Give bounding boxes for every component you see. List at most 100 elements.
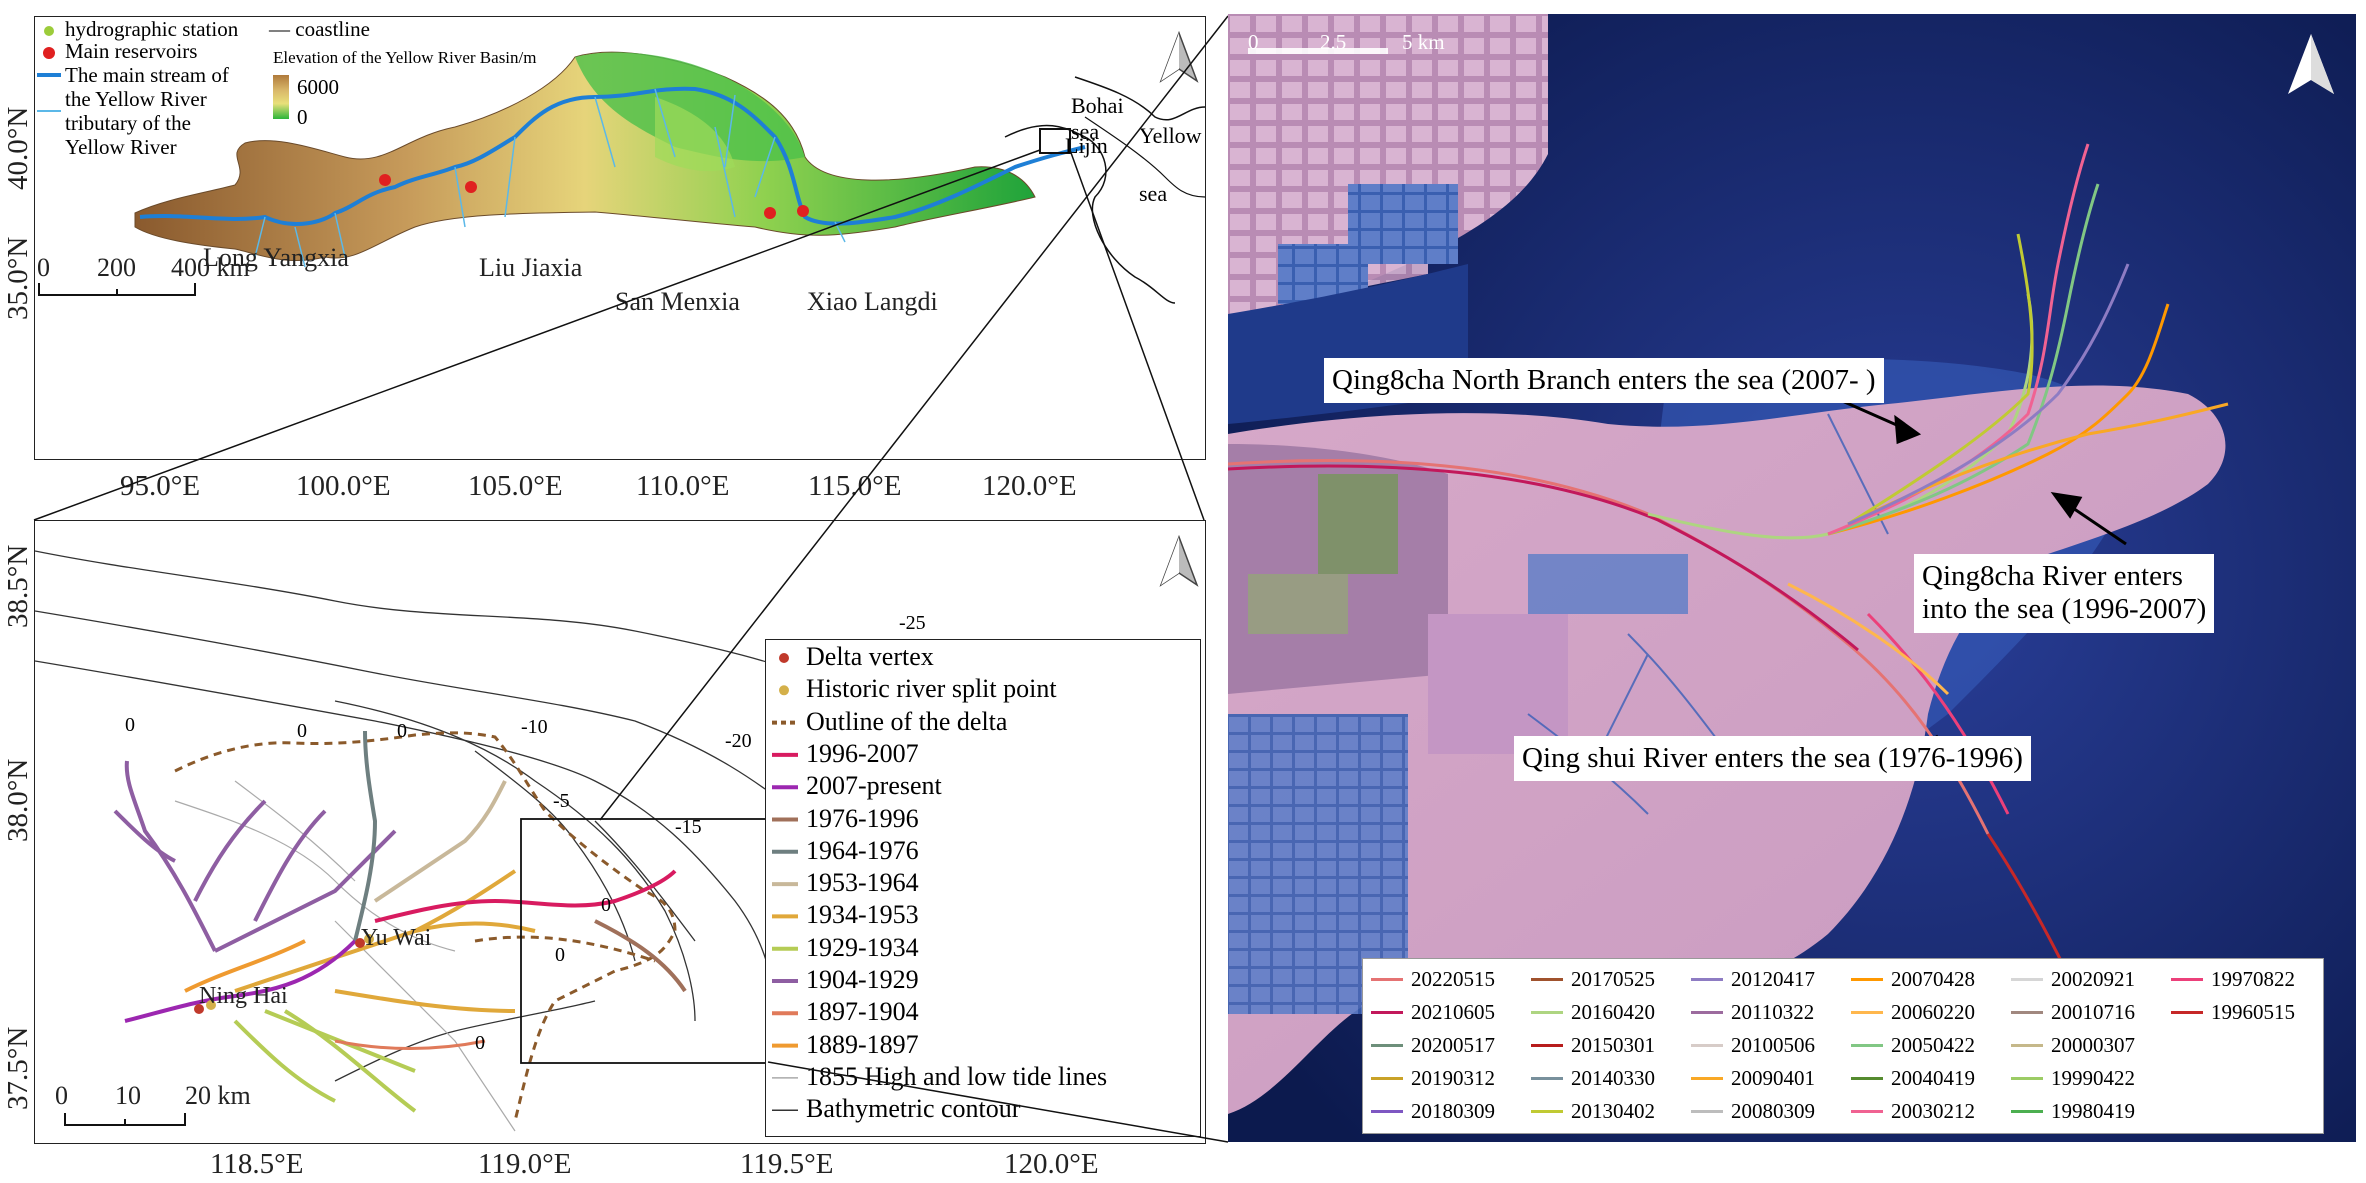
channel-1964-1976 <box>353 730 378 942</box>
satellite-legend-swatch <box>2171 978 2203 981</box>
satellite-legend-label: 20140330 <box>1571 1066 1655 1090</box>
satellite-legend-item: 20040419 <box>1851 1066 1975 1091</box>
satellite-legend-label: 20030212 <box>1891 1099 1975 1123</box>
satellite-legend-label: 20220515 <box>1411 967 1495 991</box>
satellite-legend-item: 20050422 <box>1851 1033 1975 1058</box>
delta-legend-label: 1953-1964 <box>806 868 919 898</box>
delta-legend-symbol <box>779 685 789 696</box>
split-point-dot <box>364 934 374 944</box>
satellite-legend-swatch <box>1371 1011 1403 1014</box>
satellite-legend-item: 20020921 <box>2011 967 2135 992</box>
bohai-label-1: Bohai <box>1071 93 1124 118</box>
tide-lines <box>174 780 516 1132</box>
delta-lat-tick-38.5: 38.5°N <box>2 544 34 628</box>
scale-400: 400 km <box>171 253 250 282</box>
split-point-dot <box>206 1000 216 1010</box>
elevation-title: Elevation of the Yellow River Basin/m <box>273 48 537 67</box>
channel-1904-1929 <box>113 760 397 953</box>
satellite-legend-label: 20150301 <box>1571 1033 1655 1057</box>
top-lat-tick-35: 35.0°N <box>2 236 34 320</box>
satellite-legend-item: 20060220 <box>1851 1000 1975 1025</box>
legend-main-stream-1: The main stream of <box>65 63 229 87</box>
satellite-legend-label: 20110322 <box>1731 1000 1815 1024</box>
delta-legend-label: 1996-2007 <box>806 738 919 768</box>
delta-lon-tick-118.5: 118.5°E <box>210 1148 304 1180</box>
delta-lon-tick-120.0: 120.0°E <box>1004 1148 1099 1180</box>
place-label-ninghai: Ning Hai <box>199 983 288 1009</box>
satellite-legend-item: 20200517 <box>1371 1033 1495 1058</box>
channel-1996-2007 <box>374 869 677 923</box>
satellite-legend-label: 20020921 <box>2051 967 2135 991</box>
callout-qing8cha-line-1: Qing8cha River enters <box>1922 560 2183 592</box>
satellite-legend-swatch <box>1851 1011 1883 1014</box>
satellite-legend-swatch <box>1691 1077 1723 1080</box>
satellite-legend-swatch <box>2011 1011 2043 1014</box>
channel-1929-1934 <box>233 1009 417 1113</box>
delta-legend-label: 1904-1929 <box>806 965 919 994</box>
delta-scale-20: 20 km <box>185 1081 251 1110</box>
legend-coastline: — coastline <box>269 17 370 41</box>
delta-legend-label: 1929-1934 <box>806 932 919 962</box>
satellite-legend-label: 19990422 <box>2051 1066 2135 1090</box>
top-lon-tick-115: 115.0°E <box>808 470 902 502</box>
satellite-legend-item: 20150301 <box>1531 1033 1655 1058</box>
satellite-legend-swatch <box>1691 978 1723 981</box>
satellite-extent-box <box>520 818 770 1064</box>
delta-legend-label: Historic river split point <box>806 674 1057 704</box>
satellite-legend-item: 20160420 <box>1531 1000 1655 1025</box>
contour-label: 0 <box>297 720 307 742</box>
satellite-legend-item: 20110322 <box>1691 1000 1814 1025</box>
satellite-legend-item: 20180309 <box>1371 1099 1495 1124</box>
legend-tributary-2: Yellow River <box>65 135 177 159</box>
delta-legend-label: 1976-1996 <box>806 803 919 833</box>
satellite-legend-label: 20080309 <box>1731 1099 1815 1123</box>
satellite-legend-item: 20190312 <box>1371 1066 1495 1091</box>
satellite-legend-label: 20050422 <box>1891 1033 1975 1057</box>
sat-scale-bar <box>1248 48 1388 54</box>
top-lat-tick-40: 40.0°N <box>2 106 34 190</box>
satellite-legend-swatch <box>2011 1044 2043 1047</box>
satellite-legend-label: 20000307 <box>2051 1033 2135 1057</box>
satellite-legend-swatch <box>2011 1077 2043 1080</box>
delta-legend-symbols <box>772 653 798 1111</box>
satellite-legend-item: 19980419 <box>2011 1099 2135 1124</box>
satellite-legend-swatch <box>1851 1044 1883 1047</box>
satellite-legend-label: 19980419 <box>2051 1099 2135 1123</box>
satellite-legend-item: 20120417 <box>1691 967 1815 992</box>
satellite-legend-label: 20010716 <box>2051 1000 2135 1024</box>
channel-1897-1904 <box>334 1039 486 1050</box>
contour-label: 0 <box>601 894 611 916</box>
satellite-legend-item: 20210605 <box>1371 1000 1495 1025</box>
basin-map-panel: hydrographic station — coastline Main re… <box>34 16 1206 460</box>
callout-qing8cha: Qing8cha River enters into the sea (1996… <box>1914 554 2215 633</box>
contour-label: 0 <box>555 944 565 966</box>
delta-map-panel: -25 -20 -15 -10 -5 0 0 0 0 0 0 Yu Wai Ni… <box>34 520 1206 1144</box>
elevation-high: 6000 <box>297 75 339 99</box>
satellite-legend-label: 20040419 <box>1891 1066 1975 1090</box>
contour-label: -5 <box>553 790 570 812</box>
top-lon-tick-95: 95.0°E <box>120 470 201 502</box>
satellite-legend-swatch <box>1371 1110 1403 1113</box>
top-lon-tick-105: 105.0°E <box>468 470 563 502</box>
satellite-legend-label: 20190312 <box>1411 1066 1495 1090</box>
delta-lat-tick-37.5: 37.5°N <box>2 1026 34 1110</box>
legend-tributary-1: tributary of the <box>65 111 191 135</box>
satellite-legend-item: 20140330 <box>1531 1066 1655 1091</box>
station-legend-marker <box>44 26 54 36</box>
yellow-sea-label-2: sea <box>1139 181 1168 206</box>
sat-scale-2.5: 2.5 <box>1320 30 1347 54</box>
satellite-legend-swatch <box>2011 978 2043 981</box>
satellite-legend-item: 20090401 <box>1691 1066 1815 1091</box>
delta-lat-tick-38.0: 38.0°N <box>2 758 34 842</box>
satellite-legend-label: 20160420 <box>1571 1000 1655 1024</box>
elevation-colorbar <box>273 75 289 119</box>
contour-label: -10 <box>521 716 548 738</box>
satellite-legend-swatch <box>1531 1077 1563 1080</box>
north-arrow-icon <box>1159 535 1199 587</box>
satellite-legend-label: 19970822 <box>2211 967 2295 991</box>
satellite-legend-swatch <box>1851 978 1883 981</box>
satellite-legend-item: 19970822 <box>2171 967 2295 992</box>
delta-legend-label: Outline of the delta <box>806 706 1008 736</box>
satellite-legend: 20220515 20210605 20200517 20190312 20180309… <box>1362 958 2324 1134</box>
delta-legend-label: 2007-present <box>806 771 942 801</box>
